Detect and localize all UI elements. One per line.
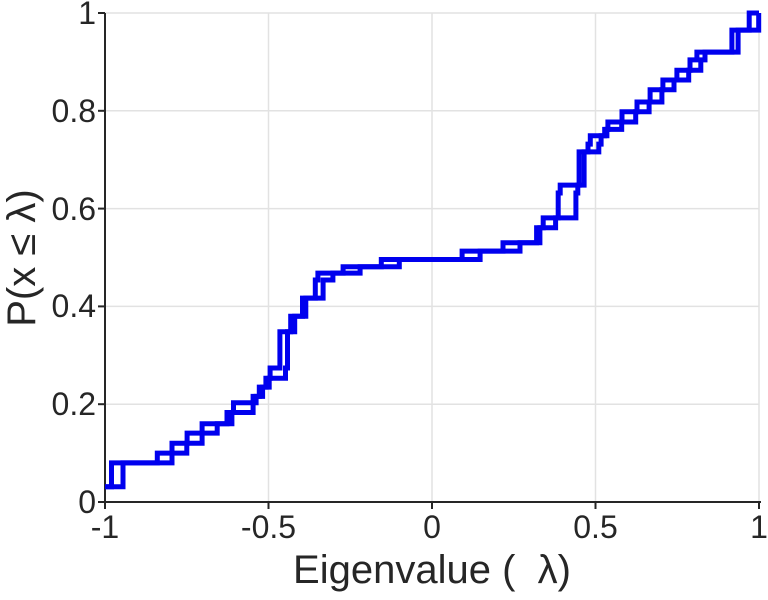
y-tick-label: 0.8 <box>51 92 96 129</box>
x-tick-label: -1 <box>90 509 120 545</box>
gridlines <box>105 12 760 502</box>
y-tick-label: 1 <box>78 0 96 31</box>
y-tick-label: 0.4 <box>51 288 96 325</box>
x-tick-label: 0 <box>423 509 441 545</box>
ecdf-series <box>105 10 762 490</box>
x-tick-label: -0.5 <box>240 509 297 545</box>
y-axis-label: P(x ≤ λ) <box>0 189 44 327</box>
x-axis-label: Eigenvalue ( λ) <box>293 548 571 592</box>
y-tick-label: 0.2 <box>51 386 96 423</box>
axis-tick-marks <box>98 12 760 509</box>
x-tick-label: 1 <box>750 509 768 545</box>
y-tick-label: 0.6 <box>51 190 96 227</box>
ecdf-curve-2 <box>105 10 762 490</box>
y-tick-label: 0 <box>78 484 96 520</box>
x-tick-label: 0.5 <box>573 509 618 545</box>
